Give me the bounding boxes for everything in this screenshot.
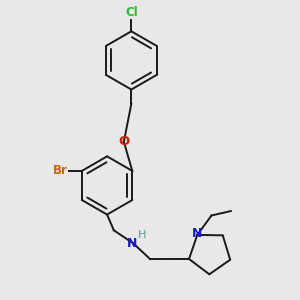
Text: N: N <box>127 237 138 250</box>
Text: O: O <box>118 135 130 148</box>
Text: H: H <box>138 230 147 240</box>
Text: N: N <box>192 227 202 240</box>
Text: Cl: Cl <box>125 6 138 20</box>
Text: Br: Br <box>53 164 68 177</box>
